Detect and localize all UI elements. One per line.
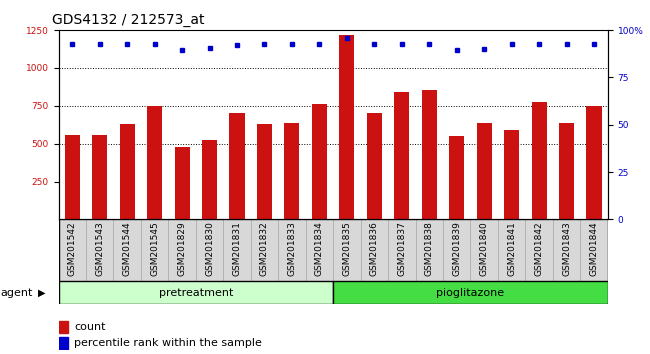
Bar bbox=[58, 337, 68, 349]
Text: GSM201831: GSM201831 bbox=[233, 221, 242, 276]
Text: GSM201841: GSM201841 bbox=[507, 221, 516, 276]
Text: GSM201835: GSM201835 bbox=[343, 221, 352, 276]
Bar bbox=[476, 123, 491, 219]
Bar bbox=[525, 219, 552, 281]
Bar bbox=[532, 102, 547, 219]
Text: GSM201840: GSM201840 bbox=[480, 221, 489, 276]
Bar bbox=[333, 281, 608, 304]
Text: GSM201834: GSM201834 bbox=[315, 221, 324, 276]
Bar bbox=[333, 219, 361, 281]
Bar bbox=[196, 219, 224, 281]
Text: agent: agent bbox=[1, 288, 33, 298]
Bar bbox=[58, 219, 86, 281]
Text: GSM201837: GSM201837 bbox=[397, 221, 406, 276]
Bar bbox=[580, 219, 608, 281]
Bar bbox=[86, 219, 114, 281]
Text: GSM201544: GSM201544 bbox=[123, 221, 132, 276]
Bar bbox=[114, 219, 141, 281]
Bar bbox=[58, 281, 333, 304]
Bar bbox=[224, 219, 251, 281]
Bar bbox=[339, 35, 354, 219]
Bar bbox=[388, 219, 415, 281]
Bar bbox=[306, 219, 333, 281]
Bar bbox=[58, 321, 68, 333]
Text: GSM201832: GSM201832 bbox=[260, 221, 269, 276]
Bar bbox=[65, 135, 80, 219]
Text: GSM201843: GSM201843 bbox=[562, 221, 571, 276]
Text: GSM201842: GSM201842 bbox=[534, 221, 543, 276]
Text: GSM201833: GSM201833 bbox=[287, 221, 296, 276]
Bar bbox=[202, 140, 217, 219]
Bar bbox=[422, 90, 437, 219]
Bar bbox=[559, 123, 574, 219]
Bar bbox=[367, 113, 382, 219]
Bar bbox=[504, 130, 519, 219]
Bar bbox=[471, 219, 498, 281]
Bar bbox=[586, 106, 601, 219]
Bar bbox=[141, 219, 168, 281]
Bar bbox=[498, 219, 525, 281]
Bar bbox=[229, 113, 244, 219]
Text: percentile rank within the sample: percentile rank within the sample bbox=[74, 338, 262, 348]
Text: GSM201829: GSM201829 bbox=[177, 221, 187, 276]
Text: pretreatment: pretreatment bbox=[159, 288, 233, 298]
Bar bbox=[175, 147, 190, 219]
Text: GDS4132 / 212573_at: GDS4132 / 212573_at bbox=[52, 12, 205, 27]
Bar bbox=[361, 219, 388, 281]
Bar bbox=[92, 135, 107, 219]
Bar bbox=[285, 122, 300, 219]
Text: GSM201543: GSM201543 bbox=[95, 221, 104, 276]
Text: GSM201844: GSM201844 bbox=[590, 221, 599, 276]
Text: GSM201836: GSM201836 bbox=[370, 221, 379, 276]
Bar bbox=[415, 219, 443, 281]
Text: GSM201545: GSM201545 bbox=[150, 221, 159, 276]
Bar bbox=[552, 219, 580, 281]
Text: GSM201830: GSM201830 bbox=[205, 221, 214, 276]
Text: GSM201542: GSM201542 bbox=[68, 221, 77, 276]
Bar bbox=[120, 124, 135, 219]
Bar bbox=[168, 219, 196, 281]
Text: count: count bbox=[74, 322, 105, 332]
Text: GSM201839: GSM201839 bbox=[452, 221, 462, 276]
Text: pioglitazone: pioglitazone bbox=[436, 288, 504, 298]
Bar bbox=[395, 92, 410, 219]
Bar bbox=[147, 106, 162, 219]
Bar bbox=[257, 124, 272, 219]
Bar bbox=[443, 219, 471, 281]
Text: GSM201838: GSM201838 bbox=[424, 221, 434, 276]
Bar bbox=[251, 219, 278, 281]
Text: ▶: ▶ bbox=[38, 288, 46, 298]
Bar bbox=[449, 136, 464, 219]
Bar bbox=[278, 219, 306, 281]
Bar bbox=[312, 104, 327, 219]
